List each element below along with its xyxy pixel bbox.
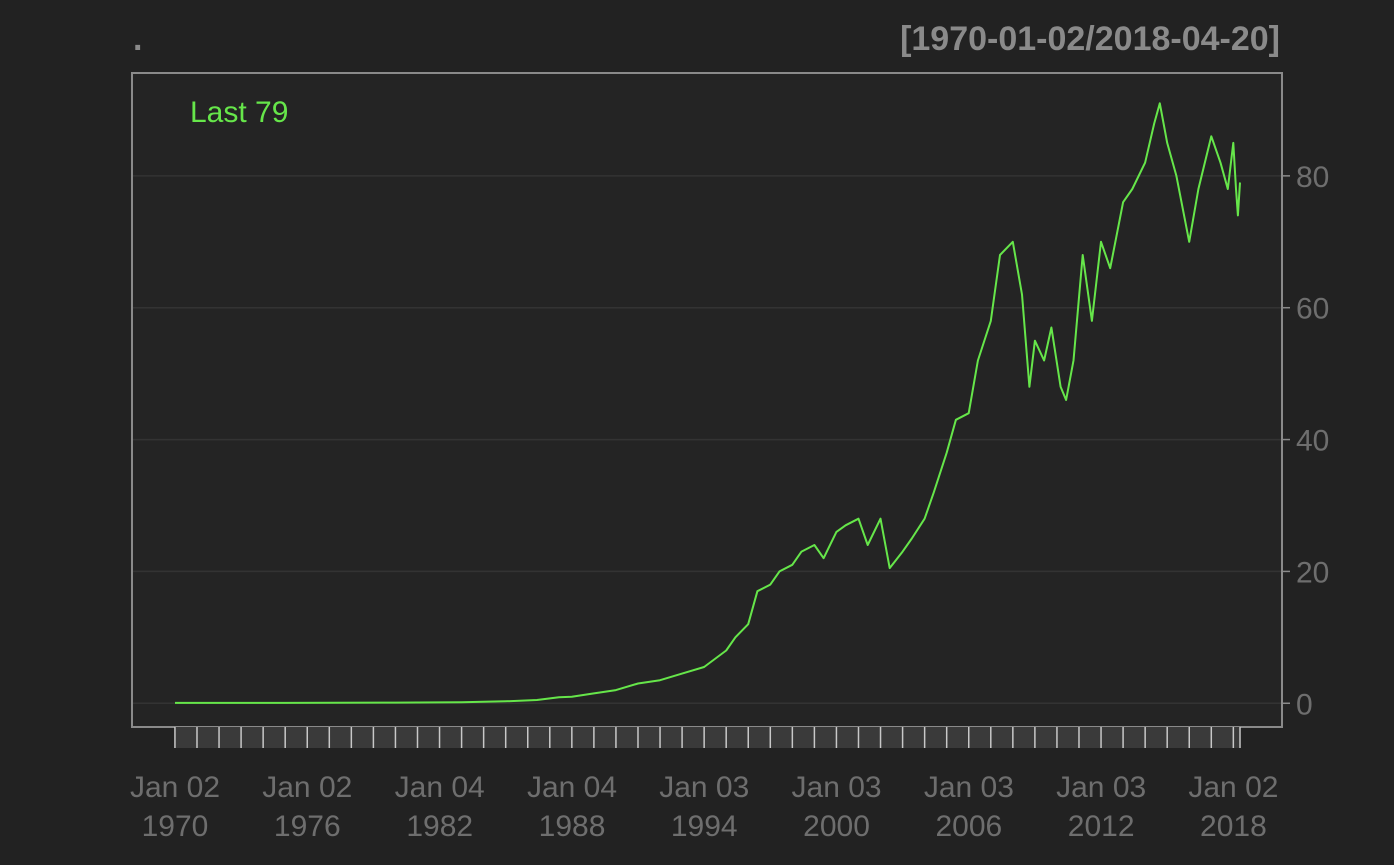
x-tick-label-month: Jan 02 xyxy=(262,771,352,804)
x-tick-label-year: 2018 xyxy=(1200,810,1267,843)
x-tick-label-year: 1976 xyxy=(274,810,341,843)
y-tick-label: 60 xyxy=(1296,293,1329,326)
x-tick-label-month: Jan 03 xyxy=(924,771,1014,804)
x-tick-label-year: 2000 xyxy=(803,810,870,843)
x-tick-label-month: Jan 03 xyxy=(792,771,882,804)
series-layer xyxy=(175,102,1241,704)
x-tick-label-month: Jan 03 xyxy=(1056,771,1146,804)
x-tick-label-month: Jan 03 xyxy=(659,771,749,804)
x-tick-label-year: 2006 xyxy=(935,810,1002,843)
y-tick-label: 40 xyxy=(1296,425,1329,458)
date-range-label: [1970-01-02/2018-04-20] xyxy=(900,20,1280,58)
x-tick-label-year: 2012 xyxy=(1068,810,1135,843)
x-axis: Jan 02 1970 Jan 02 1976 Jan 04 1982 Jan 04 1988… xyxy=(130,727,1278,843)
y-tick-label: 0 xyxy=(1296,688,1313,721)
legend-last-value: Last 79 xyxy=(190,96,288,129)
x-tick-label-month: Jan 04 xyxy=(527,771,617,804)
y-tick-label: 80 xyxy=(1296,161,1329,194)
chart-title: . xyxy=(133,20,142,58)
x-tick-label-year: 1994 xyxy=(671,810,738,843)
x-tick-label-year: 1982 xyxy=(406,810,473,843)
x-tick-label-year: 1970 xyxy=(142,810,209,843)
plot-background xyxy=(132,73,1282,727)
y-axis: 0 20 40 60 80 xyxy=(1282,161,1329,721)
x-tick-label-month: Jan 02 xyxy=(130,771,220,804)
y-tick-label: 20 xyxy=(1296,556,1329,589)
x-tick-label-year: 1988 xyxy=(539,810,606,843)
x-tick-label-month: Jan 02 xyxy=(1188,771,1278,804)
x-axis-band xyxy=(175,727,1240,748)
x-tick-label-month: Jan 04 xyxy=(395,771,485,804)
series-line-last xyxy=(175,102,1241,704)
